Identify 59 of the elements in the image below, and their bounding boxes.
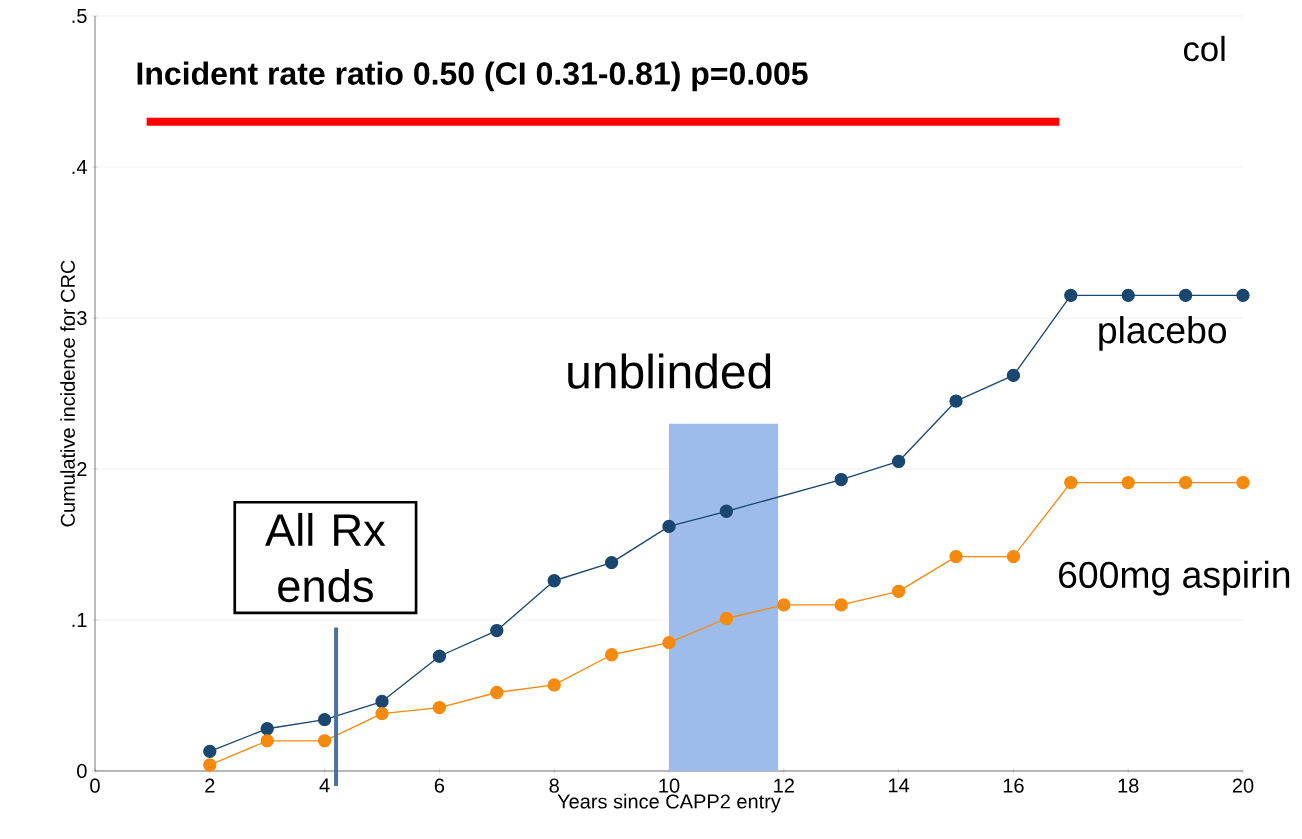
point (662, 519, 676, 534)
point (719, 504, 734, 518)
point (317, 712, 332, 727)
point (203, 758, 217, 772)
x-tick-label: 4 (319, 778, 330, 793)
ref-line-label: All Rx ends (265, 512, 386, 603)
y-tick-label: .5 (72, 9, 87, 23)
point (891, 454, 906, 469)
point (1178, 288, 1193, 303)
x-tick-label: 20 (1232, 778, 1254, 793)
point (547, 678, 561, 692)
point (1064, 288, 1078, 303)
point (203, 744, 217, 759)
point (662, 635, 676, 650)
annotation: col (1183, 35, 1225, 62)
x-tick-label: 12 (774, 778, 794, 793)
point (604, 648, 619, 662)
point (317, 734, 332, 748)
point (949, 549, 963, 564)
point (719, 611, 734, 626)
point (432, 649, 447, 663)
point (1236, 475, 1250, 490)
point (432, 700, 447, 715)
x-tick-label: 2 (205, 778, 215, 793)
point (1178, 475, 1193, 490)
point (375, 694, 389, 709)
x-tick-label: 16 (1003, 778, 1024, 793)
point (1006, 549, 1021, 564)
series-label: placebo (1099, 316, 1227, 351)
point (260, 734, 274, 748)
point (1064, 475, 1078, 490)
point (490, 685, 504, 700)
point (777, 598, 791, 612)
point (891, 584, 906, 598)
point (1236, 288, 1250, 303)
point (1121, 288, 1135, 303)
point (1121, 475, 1135, 490)
point (375, 706, 389, 721)
x-tick-label: 6 (434, 778, 445, 793)
x-axis-title: Years since CAPP2 entry (557, 793, 781, 813)
band-label: unblinded (568, 353, 771, 389)
x-tick-label: 10 (659, 778, 680, 793)
x-tick-label: 0 (90, 778, 100, 793)
series-label: 600mg aspirin (1059, 560, 1290, 596)
point (834, 598, 848, 612)
point (547, 574, 561, 588)
point (604, 555, 619, 570)
point (1006, 368, 1021, 383)
point (834, 472, 848, 487)
point (949, 394, 963, 408)
y-tick-label: 0 (77, 763, 87, 779)
x-tick-label: 14 (889, 778, 910, 793)
y-tick-label: .1 (72, 613, 87, 627)
point (260, 722, 274, 736)
x-tick-label: 18 (1118, 778, 1139, 793)
x-tick-label: 8 (549, 778, 559, 793)
text: Incident rate ratio 0.50 (CI 0.31-0.81) p=0.005 (137, 61, 808, 92)
point (490, 623, 504, 638)
y-tick-label: .4 (72, 160, 87, 174)
